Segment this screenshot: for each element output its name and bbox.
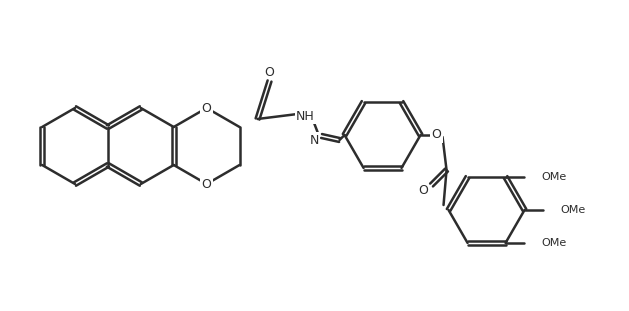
Text: O: O — [202, 101, 211, 114]
Text: N: N — [310, 133, 320, 146]
Text: NH: NH — [296, 109, 315, 123]
Text: O: O — [202, 178, 211, 191]
Text: O: O — [431, 128, 442, 142]
Text: OMe: OMe — [542, 172, 567, 182]
Text: O: O — [419, 183, 428, 197]
Text: OMe: OMe — [560, 205, 586, 215]
Text: O: O — [265, 67, 274, 80]
Text: OMe: OMe — [542, 238, 567, 248]
